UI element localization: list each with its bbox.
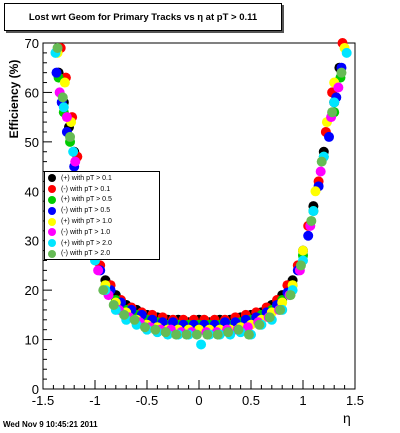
data-point — [254, 319, 265, 330]
data-point — [139, 322, 150, 333]
data-point — [57, 92, 68, 103]
data-point — [191, 329, 202, 340]
data-point — [61, 112, 72, 123]
legend-item: (-) with pT > 0.5 — [48, 205, 156, 216]
legend-marker-icon — [48, 174, 56, 183]
data-point — [98, 285, 109, 296]
x-tick-label: -1.5 — [32, 393, 54, 408]
y-tick-label: 0 — [32, 382, 39, 397]
x-tick-label: -1 — [89, 393, 101, 408]
data-point — [212, 329, 223, 340]
legend-item: (-) with pT > 1.0 — [48, 227, 156, 238]
data-point — [65, 131, 76, 142]
data-point — [223, 327, 234, 338]
legend-item: (-) with pT > 2.0 — [48, 249, 156, 260]
legend: (+) with pT > 0.1 (-) with pT > 0.1 (+) wi… — [44, 171, 160, 260]
data-point — [181, 329, 192, 340]
data-point — [275, 304, 286, 315]
legend-label: (-) with pT > 2.0 — [61, 250, 111, 258]
data-point — [341, 47, 352, 58]
data-point — [233, 324, 244, 335]
data-point — [52, 42, 63, 53]
legend-marker-icon — [48, 195, 56, 204]
data-point — [51, 67, 62, 78]
legend-label: (+) with pT > 1.0 — [61, 218, 112, 226]
x-axis-label: η — [343, 410, 351, 426]
x-tick-label: -0.5 — [136, 393, 158, 408]
y-tick-label: 40 — [25, 184, 39, 199]
legend-item: (+) with pT > 2.0 — [48, 238, 156, 249]
y-tick-label: 70 — [25, 36, 39, 51]
legend-item: (+) with pT > 1.0 — [48, 216, 156, 227]
data-point — [59, 77, 70, 88]
legend-marker-icon — [48, 185, 56, 194]
data-point — [150, 324, 161, 335]
data-point — [129, 314, 140, 325]
y-tick-label: 60 — [25, 85, 39, 100]
legend-label: (-) with pT > 0.5 — [61, 207, 111, 215]
x-tick-label: 1 — [299, 393, 306, 408]
data-point — [108, 299, 119, 310]
legend-marker-icon — [48, 249, 56, 258]
axis-ticks: -1.5 -1 -0.5 0 0.5 1 1.5 0 10 20 30 40 50 60 70 — [25, 36, 365, 408]
data-point — [202, 329, 213, 340]
data-point — [285, 290, 296, 301]
y-tick-label: 10 — [25, 333, 39, 348]
legend-item: (-) with pT > 0.1 — [48, 184, 156, 195]
data-point — [327, 107, 338, 118]
data-point — [160, 327, 171, 338]
legend-label: (-) with pT > 1.0 — [61, 228, 111, 236]
data-points — [50, 38, 352, 350]
data-point — [70, 156, 81, 167]
legend-label: (-) with pT > 0.1 — [61, 185, 111, 193]
data-point — [243, 329, 254, 340]
legend-item: (+) with pT > 0.5 — [48, 195, 156, 206]
data-point — [298, 245, 308, 256]
data-point — [295, 260, 306, 271]
legend-marker-icon — [48, 206, 56, 215]
x-tick-label: 0 — [195, 393, 202, 408]
data-point — [171, 329, 182, 340]
data-point — [310, 186, 321, 197]
y-axis-label: Efficiency (%) — [7, 59, 21, 139]
legend-label: (+) with pT > 0.5 — [61, 196, 112, 204]
data-point — [329, 97, 340, 108]
data-point — [324, 131, 334, 142]
y-tick-label: 50 — [25, 135, 39, 150]
legend-item: (+) with pT > 0.1 — [48, 173, 156, 184]
y-tick-label: 20 — [25, 283, 39, 298]
x-tick-label: 1.5 — [346, 393, 364, 408]
x-tick-label: 0.5 — [242, 393, 260, 408]
data-point — [308, 206, 319, 217]
data-point — [303, 230, 314, 241]
data-point — [93, 265, 104, 276]
data-point — [333, 82, 344, 93]
y-tick-label: 30 — [25, 234, 39, 249]
data-point — [336, 67, 347, 78]
data-point — [68, 146, 79, 157]
data-point — [315, 166, 326, 177]
data-point — [264, 312, 275, 323]
legend-label: (+) with pT > 2.0 — [61, 239, 112, 247]
data-point — [316, 156, 327, 167]
data-point — [58, 102, 69, 113]
chart-title: Lost wrt Geom for Primary Tracks vs η at… — [4, 3, 282, 31]
timestamp-footer: Wed Nov 9 10:45:21 2011 — [3, 420, 98, 429]
data-point — [119, 309, 130, 320]
legend-marker-icon — [48, 239, 56, 248]
data-point — [196, 339, 207, 350]
legend-marker-icon — [48, 228, 56, 237]
data-point — [306, 215, 317, 226]
legend-marker-icon — [48, 217, 56, 226]
legend-label: (+) with pT > 0.1 — [61, 174, 112, 182]
